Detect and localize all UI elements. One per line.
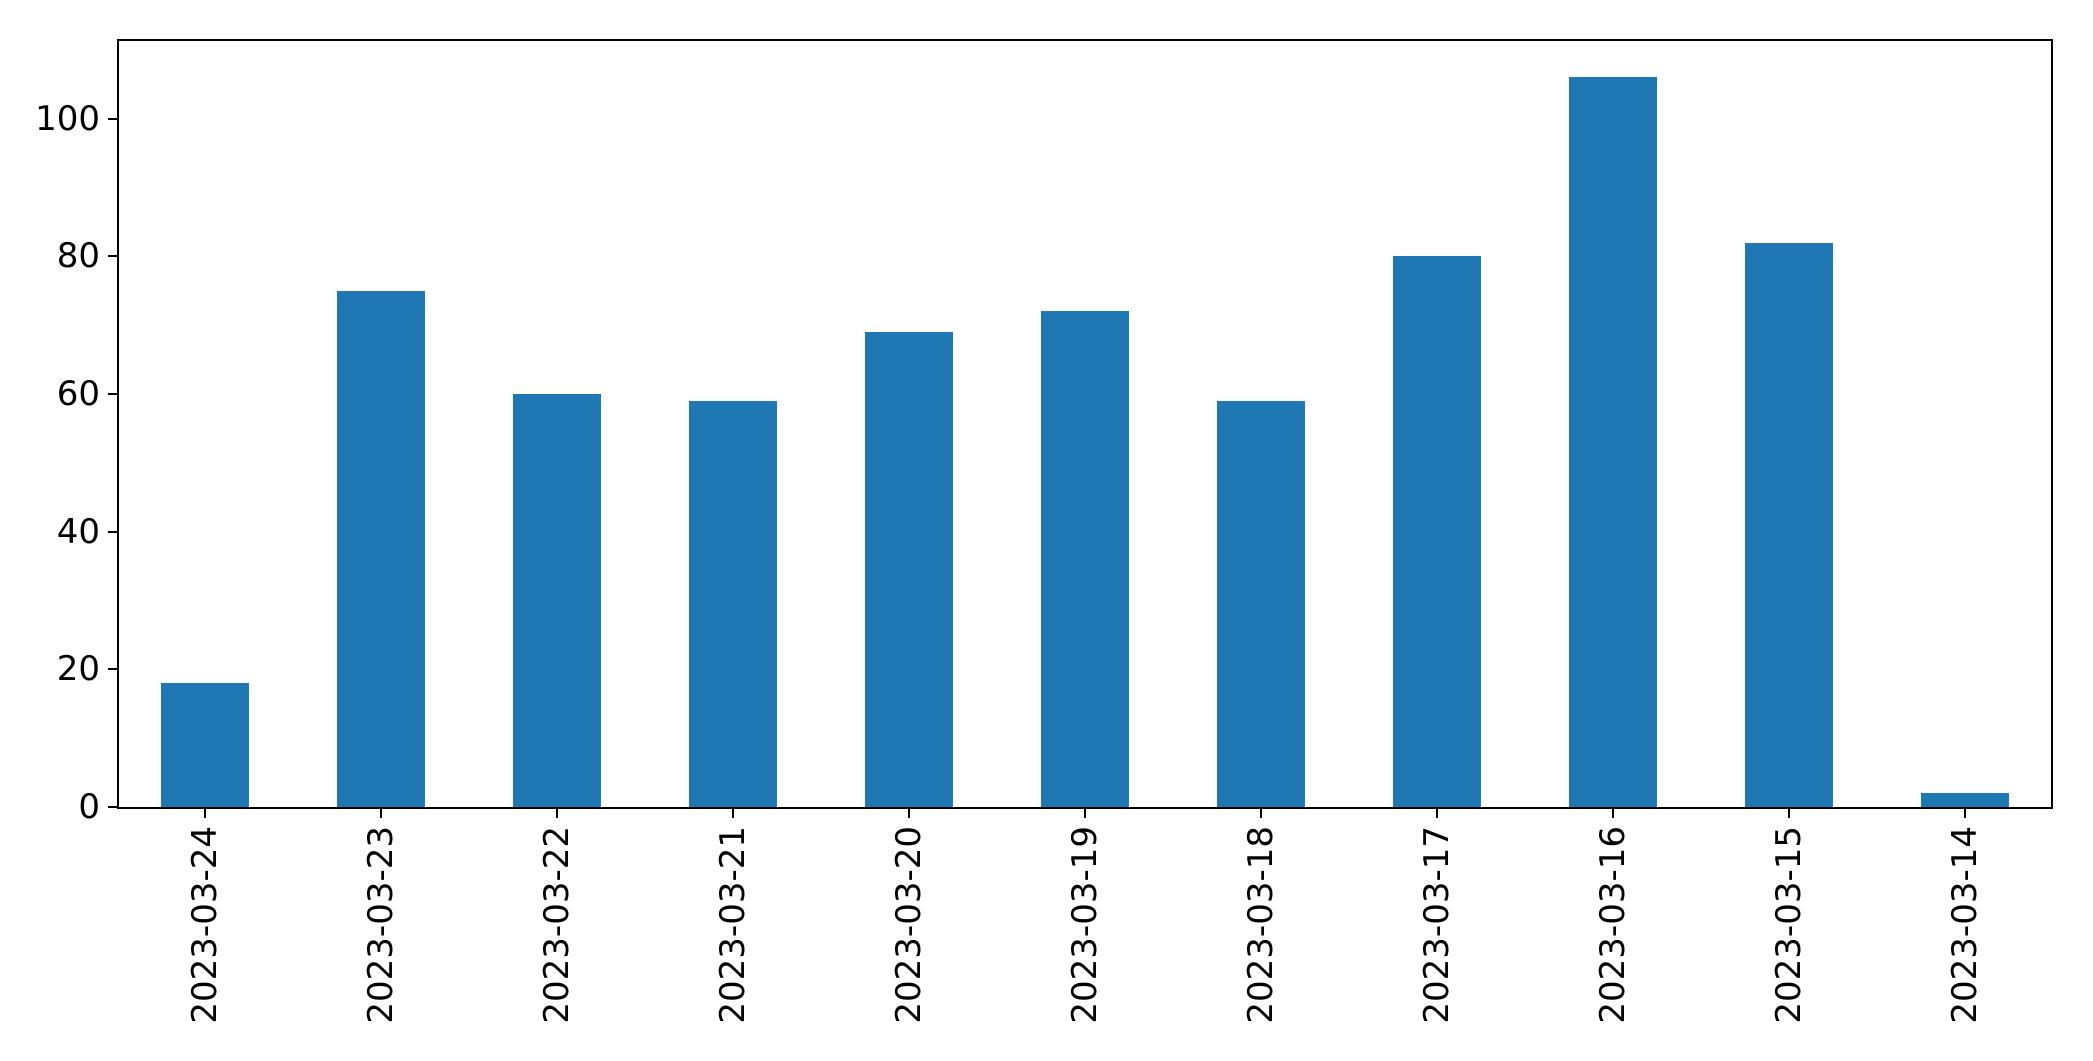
y-tick-label: 20 (56, 649, 100, 690)
bar-2023-03-16 (1569, 77, 1657, 807)
y-tick-label: 40 (56, 511, 100, 552)
x-tick-label: 2023-03-20 (889, 826, 929, 1024)
y-tick-mark (108, 668, 117, 671)
bar-2023-03-21 (689, 400, 777, 807)
y-tick-label: 60 (56, 374, 100, 415)
bar-2023-03-23 (337, 290, 425, 807)
x-tick-mark (908, 809, 910, 818)
x-tick-label: 2023-03-16 (1593, 826, 1633, 1024)
y-tick-mark (108, 806, 117, 808)
x-tick-mark (1436, 809, 1438, 818)
x-tick-mark (1260, 809, 1262, 818)
x-tick-mark (1612, 809, 1614, 818)
x-tick-mark (204, 809, 206, 818)
y-tick-label: 100 (35, 98, 100, 139)
bar-2023-03-14 (1921, 793, 2009, 807)
x-tick-mark (380, 809, 382, 818)
bar-2023-03-20 (865, 332, 953, 807)
x-tick-mark (556, 809, 558, 818)
x-tick-label: 2023-03-18 (1241, 826, 1281, 1024)
x-tick-label: 2023-03-19 (1065, 826, 1105, 1024)
y-tick-mark (108, 117, 117, 120)
bar-2023-03-19 (1041, 311, 1129, 807)
bar-2023-03-17 (1393, 256, 1481, 807)
x-tick-label: 2023-03-23 (361, 826, 401, 1024)
x-tick-mark (1788, 809, 1790, 818)
y-tick-mark (108, 255, 117, 258)
bar-2023-03-18 (1217, 400, 1305, 807)
x-tick-mark (732, 809, 734, 818)
x-tick-mark (1964, 809, 1966, 818)
bar-2023-03-24 (161, 683, 249, 807)
y-tick-mark (108, 530, 117, 533)
x-tick-label: 2023-03-21 (713, 826, 753, 1024)
x-tick-label: 2023-03-14 (1945, 826, 1985, 1024)
x-tick-label: 2023-03-17 (1417, 826, 1457, 1024)
x-tick-label: 2023-03-24 (185, 826, 225, 1024)
y-tick-label: 0 (78, 787, 100, 827)
bar-2023-03-15 (1745, 242, 1833, 807)
x-tick-label: 2023-03-15 (1769, 826, 1809, 1024)
bar-2023-03-22 (513, 394, 601, 807)
x-tick-label: 2023-03-22 (537, 826, 577, 1024)
y-tick-mark (108, 393, 117, 396)
y-tick-label: 80 (56, 236, 100, 277)
plot-area (117, 39, 2053, 809)
x-tick-mark (1084, 809, 1086, 818)
